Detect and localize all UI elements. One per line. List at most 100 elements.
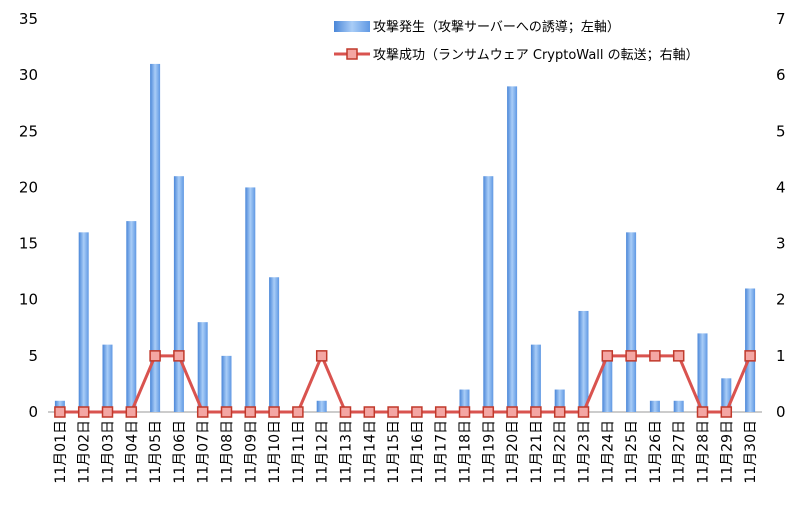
x-tick-label: 11月29日 [719,420,735,484]
x-tick-label: 11月06日 [172,420,188,484]
line-point [720,406,733,418]
line-point [458,406,471,418]
line-point [577,406,590,418]
bar [316,400,327,412]
x-tick-label: 11月11日 [291,420,307,484]
line-point [482,406,495,418]
bar [102,344,113,412]
x-tick-label: 11月08日 [220,420,236,484]
x-tick-label: 11月19日 [481,420,497,484]
right-tick-label: 0 [776,403,786,421]
x-tick-label: 11月24日 [600,420,616,484]
bar [673,400,684,412]
bar [554,389,565,412]
x-tick-label: 11月18日 [458,420,474,484]
bar [507,86,518,412]
x-tick-label: 11月16日 [410,420,426,484]
right-tick-label: 2 [776,291,786,309]
x-tick-label: 11月22日 [553,420,569,484]
x-tick-label: 11月27日 [672,420,688,484]
legend-label-bar: 攻撃発生（攻撃サーバーへの誘導；左軸） [373,19,620,35]
line-point [530,406,542,418]
x-tick-label: 11月09日 [243,420,259,484]
line-point [77,406,90,418]
x-tick-label: 11月07日 [196,420,212,484]
right-tick-label: 1 [776,347,786,365]
line-point [434,406,447,418]
x-tick-label: 11月25日 [624,420,640,484]
line-point [220,406,233,418]
bar [221,355,232,412]
line-point [149,350,161,362]
line-point [625,350,637,362]
line-point [506,406,518,418]
left-tick-label: 30 [19,66,38,84]
line-point [54,406,66,418]
bar [697,333,708,412]
x-axis: 11月01日 11月02日 11月03日 11月04日 11月05日 11月06日 11月0… [53,420,759,484]
line-point [363,406,376,418]
x-tick-label: 11月04日 [124,420,140,484]
line-point [601,350,614,362]
line-point [696,406,709,418]
bar [126,221,137,412]
line-point [244,406,257,418]
line-point [411,406,423,418]
x-tick-label: 11月30日 [743,420,759,484]
x-tick-label: 11月15日 [386,420,402,484]
right-tick-label: 4 [776,178,786,196]
bar [173,176,184,412]
right-tick-label: 7 [776,10,786,28]
bar [530,344,541,412]
left-tick-label: 10 [19,291,38,309]
x-tick-label: 11月02日 [77,420,93,484]
bar [269,277,280,412]
x-tick-label: 11月20日 [505,420,521,484]
line-point [292,406,304,418]
line-point [125,406,138,418]
x-tick-label: 11月21日 [529,420,545,484]
line-point [744,350,756,362]
plot-area [48,63,762,418]
left-tick-label: 15 [19,235,38,253]
right-tick-label: 6 [776,66,786,84]
right-tick-label: 5 [776,122,786,140]
legend-swatch-bar [334,21,370,32]
x-tick-label: 11月05日 [148,420,164,484]
bar [78,232,89,412]
line-point [315,350,328,362]
line-point [101,406,114,418]
left-tick-label: 35 [19,10,38,28]
line-point [649,350,661,362]
legend-swatch-marker [346,48,358,60]
legend-label-line: 攻撃成功（ランサムウェア CryptoWall の転送；右軸） [373,47,699,63]
bar [197,322,208,412]
bar [245,187,256,412]
bar [459,389,470,412]
x-tick-label: 11月14日 [362,420,378,484]
x-tick-label: 11月17日 [434,420,450,484]
bar [602,355,613,412]
line-point [339,406,352,418]
legend: 攻撃発生（攻撃サーバーへの誘導；左軸） 攻撃成功（ランサムウェア CryptoW… [334,19,699,63]
left-axis: 0 5 10 15 20 25 30 35 [19,10,38,421]
left-tick-label: 20 [19,178,38,196]
right-axis: 0 1 2 3 4 5 6 7 [776,10,786,421]
line-point [387,406,399,418]
left-tick-label: 0 [28,403,38,421]
left-tick-label: 25 [19,122,38,140]
x-tick-label: 11月10日 [267,420,283,484]
x-tick-label: 11月01日 [53,420,69,484]
bar [721,378,732,412]
line-series [59,354,752,414]
x-tick-label: 11月03日 [101,420,117,484]
line-point [672,350,685,362]
bar [626,232,637,412]
bar [649,400,660,412]
x-tick-label: 11月26日 [648,420,664,484]
x-tick-label: 11月23日 [577,420,593,484]
bar [483,176,494,412]
line-point [173,350,185,362]
bar [578,310,589,412]
